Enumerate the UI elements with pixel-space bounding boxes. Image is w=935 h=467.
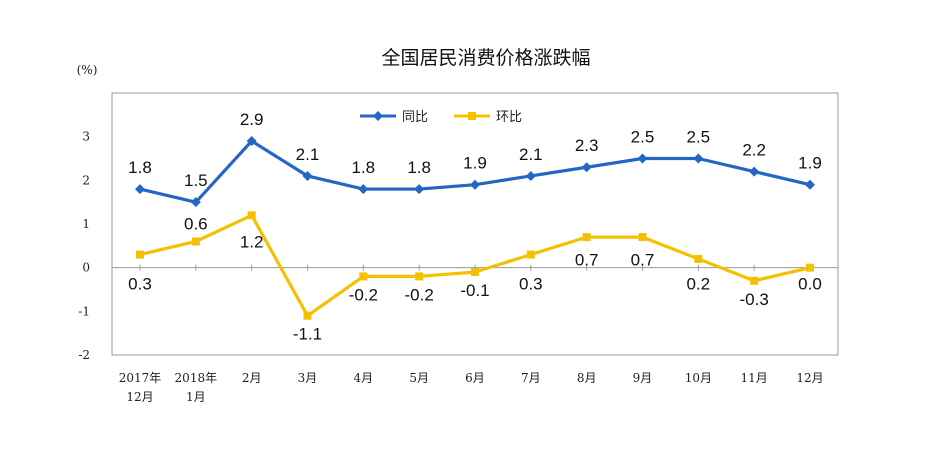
data-label: 0.0 [798, 275, 822, 294]
y-tick-label: 0 [82, 261, 90, 275]
x-tick-label: 1月 [186, 390, 206, 404]
data-point [190, 197, 201, 208]
data-point [135, 184, 145, 195]
x-tick-label: 3月 [298, 371, 318, 385]
legend-label: 同比 [402, 110, 428, 125]
x-tick-label: 2017年 [119, 371, 162, 385]
data-label: 2.5 [687, 128, 711, 147]
data-point [694, 254, 703, 263]
data-point [191, 237, 200, 246]
x-tick-label: 2月 [242, 371, 262, 385]
data-label: 0.3 [128, 275, 152, 294]
data-point [637, 153, 648, 164]
y-unit-label: (%) [77, 63, 98, 77]
data-label: 1.8 [352, 158, 376, 177]
legend-label: 环比 [496, 110, 522, 125]
legend-marker [373, 111, 383, 121]
data-point [358, 184, 369, 195]
x-axis: 2017年 12月 2018年 1月 2月 3月 4月 5月 6月 7月 8月 9月 10月 11月 12月 [119, 264, 824, 404]
legend-marker [468, 112, 476, 120]
x-tick-label: 6月 [465, 371, 485, 385]
x-tick-label: 9月 [633, 371, 653, 385]
data-label: 2.2 [742, 141, 766, 160]
data-label: -0.3 [740, 290, 769, 309]
data-point [638, 233, 647, 242]
data-label: -0.2 [349, 285, 378, 304]
chart-title: 全国居民消费价格涨跌幅 [381, 47, 590, 69]
data-label: 1.2 [240, 232, 264, 251]
data-point [471, 268, 479, 277]
data-point [582, 233, 591, 242]
legend: 同比 环比 [360, 110, 522, 125]
x-tick-label: 2018年 [175, 371, 218, 385]
data-point [303, 311, 312, 320]
y-tick-label: -1 [78, 304, 90, 318]
data-label: 0.6 [184, 214, 208, 233]
x-tick-label: 12月 [126, 390, 153, 404]
data-point [415, 272, 424, 281]
x-tick-label: 5月 [409, 371, 429, 385]
data-point [750, 276, 759, 285]
data-label: 2.1 [296, 145, 320, 164]
data-label: -0.1 [460, 281, 489, 300]
x-tick-label: 7月 [521, 371, 541, 385]
x-tick-label: 11月 [741, 371, 768, 385]
data-label: 2.9 [240, 110, 264, 129]
data-label: 1.5 [184, 171, 208, 190]
data-point [525, 170, 536, 181]
data-label: 0.3 [519, 275, 543, 294]
series-lines: 1.8 1.5 2.9 2.1 1.8 1.8 1.9 2.1 2.3 2.5 2.5 2.2 1.9 0… [112, 110, 838, 344]
data-label: 0.7 [631, 251, 655, 270]
data-point [526, 250, 535, 259]
y-tick-label: -2 [78, 348, 90, 362]
data-point [470, 179, 480, 190]
plot-frame [111, 92, 839, 356]
data-label: 2.5 [631, 128, 655, 147]
data-label: 1.8 [128, 158, 152, 177]
y-axis: -2 -1 0 1 2 3 [78, 130, 90, 362]
data-point [806, 263, 814, 272]
data-point [414, 184, 425, 195]
data-label: 0.7 [575, 251, 599, 270]
data-label: -0.2 [405, 285, 434, 304]
data-label: 1.9 [798, 154, 822, 173]
y-tick-label: 1 [82, 217, 90, 231]
data-point [246, 136, 257, 147]
y-tick-label: 3 [82, 130, 90, 144]
x-tick-label: 4月 [354, 371, 374, 385]
data-point [247, 211, 256, 220]
data-point [805, 179, 815, 190]
data-label: -1.1 [293, 325, 322, 344]
data-point [136, 250, 144, 259]
data-label: 0.2 [687, 275, 711, 294]
data-point [359, 272, 368, 281]
data-point [581, 162, 592, 173]
data-label: 2.1 [519, 145, 543, 164]
data-label: 2.3 [575, 136, 599, 155]
x-tick-label: 12月 [796, 371, 823, 385]
data-point [749, 166, 760, 177]
x-tick-label: 10月 [685, 371, 712, 385]
data-label: 1.9 [463, 154, 487, 173]
y-tick-label: 2 [82, 173, 90, 187]
data-label: 1.8 [407, 158, 431, 177]
data-point [302, 170, 313, 181]
x-tick-label: 8月 [577, 371, 597, 385]
data-point [693, 153, 704, 164]
